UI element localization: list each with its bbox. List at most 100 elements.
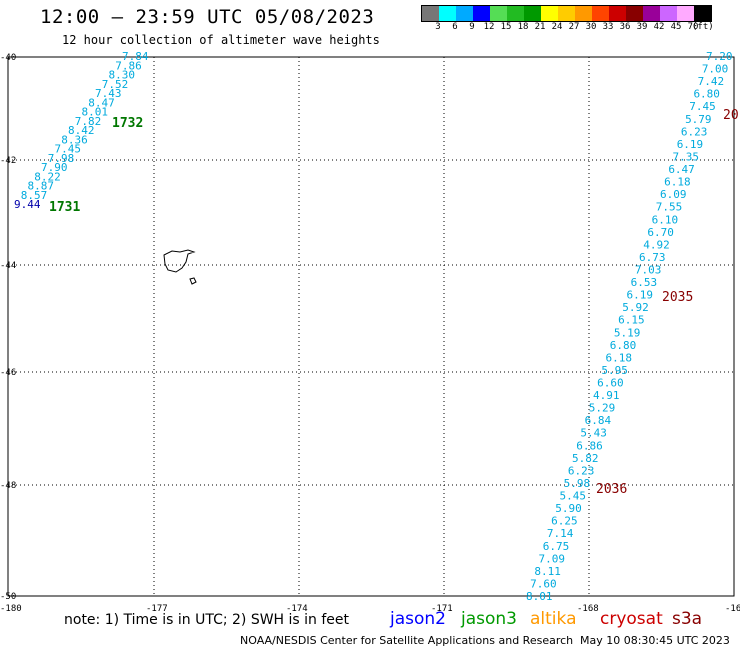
wave-height-value: 6.19 xyxy=(677,138,704,151)
color-swatch xyxy=(694,6,711,21)
wave-height-value: 6.80 xyxy=(693,88,720,101)
wave-height-value: 7.35 xyxy=(673,150,700,163)
lon-tick-label: -177 xyxy=(146,604,168,614)
wave-height-value: 7.09 xyxy=(539,552,566,565)
color-swatch xyxy=(558,6,575,21)
color-swatch xyxy=(592,6,609,21)
island-outline xyxy=(163,249,197,285)
color-swatch xyxy=(422,6,439,21)
legend-item-jason2: jason2 xyxy=(390,609,446,629)
time-label: 2035 xyxy=(662,290,693,305)
color-scale-label: 9 xyxy=(469,22,475,32)
wave-height-value: 5.19 xyxy=(614,326,641,339)
color-swatch xyxy=(677,6,694,21)
color-swatch xyxy=(626,6,643,21)
wave-height-value: 6.23 xyxy=(681,125,708,138)
wave-height-value: 6.84 xyxy=(585,414,612,427)
wave-height-value: 6.86 xyxy=(576,439,603,452)
wave-height-value: 8.36 xyxy=(61,133,88,146)
wave-height-value: 7.20 xyxy=(706,50,733,63)
lat-lon-grid xyxy=(7,56,735,597)
wave-height-value: 5.92 xyxy=(622,301,649,314)
wave-height-value: 5.90 xyxy=(555,502,582,515)
lat-tick-label: -44 xyxy=(0,261,16,271)
time-label: 1732 xyxy=(112,116,143,131)
wave-height-value: 5.79 xyxy=(685,113,712,126)
wave-height-value: 8.47 xyxy=(88,96,115,109)
time-label: 2036 xyxy=(596,482,627,497)
wave-height-value: 6.25 xyxy=(551,515,578,528)
color-swatch xyxy=(439,6,456,21)
legend-item-jason3: jason3 xyxy=(461,609,517,629)
wave-height-value: 7.45 xyxy=(689,100,716,113)
color-swatch xyxy=(490,6,507,21)
color-swatch xyxy=(575,6,592,21)
wave-height-value: 4.91 xyxy=(593,389,620,402)
wave-height-value: 6.70 xyxy=(647,226,674,239)
color-scale-label: 70 xyxy=(687,22,699,32)
lat-tick-label: -48 xyxy=(0,481,16,491)
color-swatch xyxy=(643,6,660,21)
color-swatch xyxy=(660,6,677,21)
wave-height-value: 7.84 xyxy=(122,50,149,63)
lon-tick-label: -16 xyxy=(725,604,740,614)
lon-tick-label: -171 xyxy=(431,604,453,614)
wave-height-value: 6.18 xyxy=(664,176,691,189)
color-scale-label: 3 xyxy=(435,22,441,32)
lat-tick-label: -46 xyxy=(0,368,16,378)
lat-tick-label: -42 xyxy=(0,156,16,166)
wave-height-value: 7.43 xyxy=(95,87,122,100)
color-swatch xyxy=(507,6,524,21)
color-scale-label: 33 xyxy=(602,22,614,32)
timestamp-text: May 10 08:30:45 UTC 2023 xyxy=(580,634,730,647)
color-scale-label: 45 xyxy=(670,22,682,32)
credit-text: NOAA/NESDIS Center for Satellite Applica… xyxy=(240,634,574,647)
map-frame xyxy=(7,56,735,597)
wave-height-value: 6.23 xyxy=(568,464,595,477)
legend-item-cryosat: cryosat xyxy=(600,609,663,629)
wave-height-value: 7.45 xyxy=(55,143,82,156)
wave-height-value: 8.30 xyxy=(109,69,136,82)
time-label: 20 xyxy=(723,108,739,123)
axis-tick-labels: -180 -177 -174 -171 -168 -16 -40 -42 -44 -46 -48 -5… xyxy=(0,53,740,614)
wave-height-value: 6.73 xyxy=(639,251,666,264)
color-scale-label: (ft) xyxy=(692,22,714,32)
color-scale-bar xyxy=(421,5,712,22)
wave-height-value: 8.01 xyxy=(82,106,109,119)
color-scale-label: 21 xyxy=(534,22,546,32)
wave-height-value: 6.47 xyxy=(668,163,695,176)
wave-height-value: 7.98 xyxy=(48,152,75,165)
color-swatch xyxy=(541,6,558,21)
color-scale-label: 42 xyxy=(653,22,665,32)
wave-height-value: 5.45 xyxy=(559,490,586,503)
islet-shape xyxy=(189,277,197,285)
wave-height-value: 7.55 xyxy=(656,201,683,214)
legend-item-s3a: s3a xyxy=(672,609,703,629)
lon-tick-label: -180 xyxy=(0,604,22,614)
wave-height-value: 5.43 xyxy=(580,427,607,440)
wave-height-value: 5.29 xyxy=(589,402,616,415)
wave-height-value: 8.01 xyxy=(526,590,553,603)
color-scale-label: 27 xyxy=(568,22,580,32)
color-scale-label: 39 xyxy=(636,22,648,32)
color-swatch xyxy=(609,6,626,21)
wave-height-value: 7.86 xyxy=(115,59,142,72)
lon-tick-label: -168 xyxy=(577,604,599,614)
color-swatch xyxy=(473,6,490,21)
track-right: 7.207.007.426.807.455.796.236.197.356.47… xyxy=(526,50,739,603)
wave-height-value: 4.92 xyxy=(643,238,670,251)
chart-subtitle: 12 hour collection of altimeter wave hei… xyxy=(62,33,380,47)
color-scale-label: 36 xyxy=(619,22,631,32)
footer-note: note: 1) Time is in UTC; 2) SWH is in fe… xyxy=(64,612,350,628)
legend-item-altika: altika xyxy=(530,609,577,629)
wave-height-value: 8.87 xyxy=(28,180,55,193)
wave-height-value: 7.60 xyxy=(530,577,557,590)
wave-height-value: 8.22 xyxy=(34,170,61,183)
wave-height-value: 6.53 xyxy=(631,276,658,289)
wave-height-value: 6.80 xyxy=(610,339,637,352)
wave-height-value: 7.14 xyxy=(547,527,574,540)
color-scale-label: 30 xyxy=(585,22,597,32)
wave-height-value: 6.18 xyxy=(606,351,633,364)
color-swatch xyxy=(456,6,473,21)
